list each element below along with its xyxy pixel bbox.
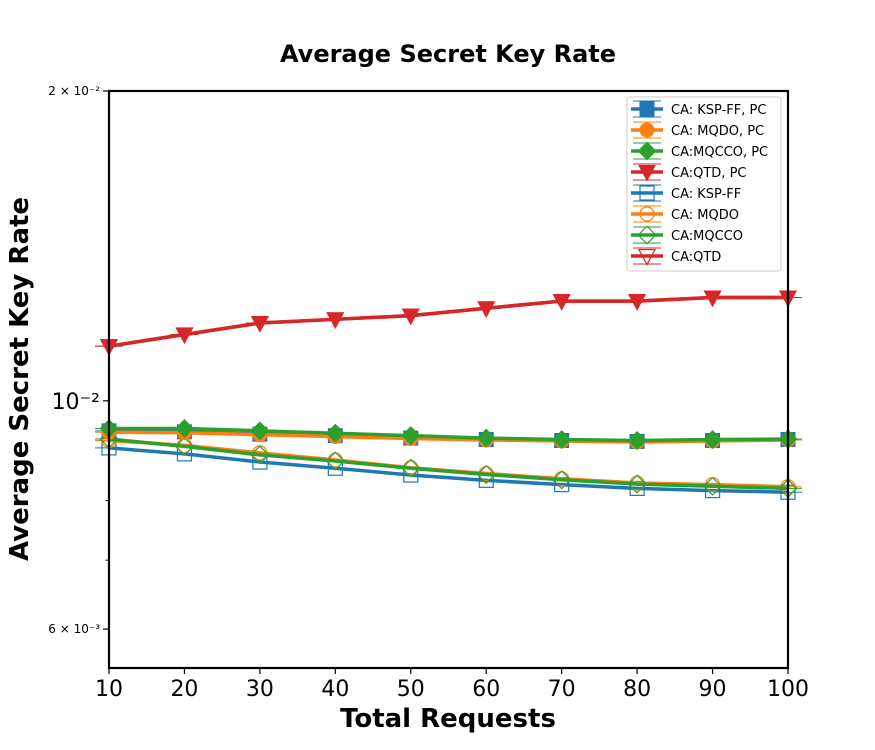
x-tick-label: 80 xyxy=(623,677,651,702)
data-point xyxy=(552,294,571,311)
data-point xyxy=(476,464,496,485)
legend-marker xyxy=(637,141,657,161)
data-point xyxy=(476,428,496,448)
y-tick-label: 6 × 10⁻³ xyxy=(48,622,100,636)
legend-label: CA:MQCCO, PC xyxy=(671,145,768,160)
data-point xyxy=(325,423,345,443)
data-point xyxy=(702,476,723,496)
legend-marker xyxy=(638,165,656,182)
data-point xyxy=(325,451,345,471)
x-tick-label: 60 xyxy=(472,677,500,702)
legend-marker xyxy=(639,206,655,222)
y-axis-label: Average Secret Key Rate xyxy=(5,197,35,561)
legend: CA: KSP-FF, PC CA: MQDO, PC CA:MQCCO, PC CA… xyxy=(626,96,782,272)
data-point xyxy=(477,301,496,318)
x-tick-label: 90 xyxy=(699,677,727,702)
data-point xyxy=(250,421,270,441)
y-tick-label: 10⁻² xyxy=(52,390,100,415)
x-axis-label: Total Requests xyxy=(340,704,556,734)
data-point xyxy=(401,308,420,326)
x-tick-label: 70 xyxy=(548,677,576,702)
data-point xyxy=(326,312,345,329)
legend-box xyxy=(626,96,782,272)
legend-label: CA:QTD xyxy=(671,250,721,265)
data-point xyxy=(401,458,421,478)
series-line xyxy=(108,295,788,348)
x-tick-label: 20 xyxy=(170,677,198,702)
series-line xyxy=(108,438,789,489)
series-line xyxy=(108,437,789,491)
legend-label: CA:QTD, PC xyxy=(671,166,747,181)
series-line xyxy=(108,295,788,348)
data-point xyxy=(703,290,722,308)
data-point xyxy=(552,470,572,490)
data-point xyxy=(251,316,269,333)
data-point xyxy=(628,294,646,311)
plot-frame xyxy=(107,89,790,670)
legend-marker xyxy=(637,225,657,245)
legend-marker xyxy=(639,185,655,201)
legend-marker xyxy=(639,101,655,117)
legend-marker xyxy=(637,248,657,266)
legend-label: CA: MQDO xyxy=(671,208,739,223)
data-point xyxy=(552,430,572,449)
data-point xyxy=(250,445,270,465)
data-point xyxy=(174,418,194,438)
y-tick-label: 2 × 10⁻² xyxy=(48,84,100,98)
x-tick-label: 40 xyxy=(321,677,349,702)
chart-title: Average Secret Key Rate xyxy=(280,40,616,68)
x-tick-label: 100 xyxy=(767,677,809,702)
plot-area: 10 20 30 40 50 60 70 80 90 100 2 × 10⁻² 10⁻² 6 × 10⁻… xyxy=(48,84,809,702)
x-tick-label: 10 xyxy=(95,677,123,702)
legend-label: CA: MQDO, PC xyxy=(671,124,764,139)
legend-marker xyxy=(639,122,655,138)
x-tick-label: 50 xyxy=(397,677,425,702)
legend-label: CA:MQCCO xyxy=(671,229,743,244)
legend-label: CA: KSP-FF, PC xyxy=(671,103,766,118)
x-tick-label: 30 xyxy=(246,677,274,702)
data-point xyxy=(401,426,421,446)
data-point xyxy=(175,327,194,344)
legend-label: CA: KSP-FF xyxy=(671,187,741,202)
data-point xyxy=(627,431,647,450)
data-point xyxy=(703,430,723,449)
series-line xyxy=(109,426,789,443)
data-point xyxy=(174,436,195,457)
series-line xyxy=(108,446,789,494)
data-point xyxy=(627,474,647,494)
